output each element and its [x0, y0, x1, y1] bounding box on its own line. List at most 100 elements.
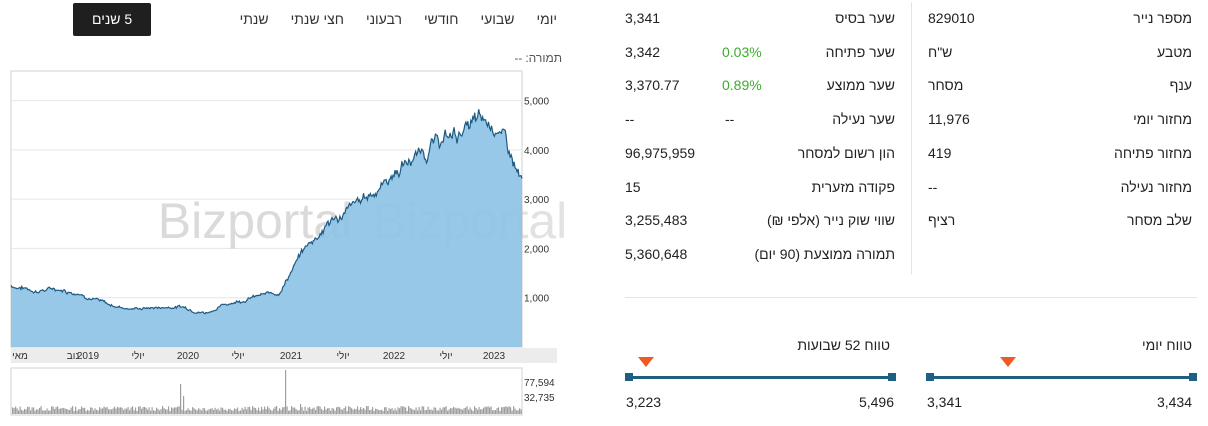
- volume-bar: [453, 406, 455, 414]
- volume-bar: [519, 408, 521, 414]
- week52-range-track: [628, 376, 892, 379]
- volume-bar: [196, 410, 198, 414]
- volume-bar: [79, 409, 81, 414]
- info-label: מחזור פתיחה: [1113, 144, 1192, 161]
- volume-bar: [253, 407, 255, 414]
- volume-bar: [190, 410, 192, 414]
- volume-bar: [468, 409, 470, 414]
- volume-bar: [315, 410, 317, 414]
- info-label: מחזור נעילה: [1120, 178, 1192, 195]
- daily-range-marker: [1000, 357, 1017, 367]
- volume-bar: [94, 408, 96, 414]
- volume-bar: [120, 407, 122, 414]
- volume-bar: [511, 410, 513, 414]
- volume-bar: [361, 409, 363, 414]
- volume-bar: [516, 410, 518, 414]
- tab-half-year[interactable]: חצי שנתי: [290, 11, 344, 27]
- volume-bar: [430, 409, 432, 414]
- volume-bar: [322, 410, 324, 414]
- volume-bar: [148, 407, 150, 414]
- volume-bar: [276, 406, 278, 414]
- volume-bar: [24, 408, 26, 414]
- volume-bar: [436, 410, 438, 414]
- volume-bar: [297, 410, 299, 414]
- volume-bar: [358, 409, 360, 414]
- volume-bar: [202, 407, 204, 414]
- tab-5-years[interactable]: 5 שנים: [73, 3, 152, 36]
- volume-bar: [373, 410, 375, 414]
- info-value: --: [928, 178, 938, 195]
- daily-range-track: [929, 376, 1193, 379]
- x-tick-label: יולי: [336, 350, 349, 362]
- tab-monthly[interactable]: חודשי: [423, 11, 459, 27]
- volume-bar: [141, 408, 143, 414]
- volume-bar: [72, 406, 74, 414]
- x-tick-label: 2019: [77, 351, 100, 362]
- tab-daily[interactable]: יומי: [536, 11, 557, 27]
- volume-bar: [387, 410, 389, 414]
- volume-bar: [415, 407, 417, 414]
- volume-bar: [78, 409, 80, 414]
- volume-bar: [99, 407, 101, 414]
- volume-frame: [10, 367, 523, 416]
- volume-bar: [367, 406, 369, 414]
- volume-bar: [13, 408, 15, 414]
- volume-bar: [39, 407, 41, 414]
- volume-bar: [466, 406, 468, 414]
- volume-bar: [364, 409, 366, 414]
- volume-bar: [391, 408, 393, 414]
- volume-bar: [420, 410, 422, 414]
- volume-bar: [337, 406, 339, 414]
- volume-bar: [333, 408, 335, 414]
- volume-bar: [300, 404, 302, 414]
- volume-bar: [432, 410, 434, 414]
- volume-bar: [91, 407, 93, 414]
- volume-bar: [381, 409, 383, 414]
- volume-bar: [502, 407, 504, 414]
- volume-bar: [249, 406, 251, 414]
- volume-bar: [399, 408, 401, 414]
- volume-bar: [235, 409, 237, 414]
- volume-bar: [183, 396, 185, 414]
- volume-bar: [501, 407, 503, 414]
- volume-bar: [244, 406, 246, 414]
- volume-bar: [37, 409, 39, 414]
- volume-bar: [366, 406, 368, 414]
- volume-bar: [34, 410, 36, 414]
- volume-bar: [444, 407, 446, 414]
- price-value: 3,341: [625, 10, 661, 26]
- volume-bar: [328, 408, 330, 414]
- volume-bar: [340, 409, 342, 414]
- volume-bar: [51, 406, 53, 414]
- volume-bar: [117, 406, 119, 414]
- volume-bar: [330, 410, 332, 414]
- volume-bar: [363, 407, 365, 414]
- info-label: שלב מסחר: [1127, 212, 1192, 229]
- price-chart[interactable]: Bizportal Bizportal 5,0004,0003,0002,000…: [0, 68, 572, 426]
- tab-quarterly[interactable]: רבעוני: [365, 11, 402, 27]
- info-value: מסחר: [928, 77, 964, 94]
- volume-bar: [136, 410, 138, 414]
- info-value: 419: [928, 144, 952, 161]
- volume-bar: [496, 408, 498, 414]
- volume-bar: [423, 406, 425, 414]
- volume-bar: [180, 384, 182, 414]
- volume-bar: [162, 406, 164, 414]
- x-tick-label: יולי: [131, 350, 144, 362]
- volume-bar: [105, 407, 107, 414]
- volume-bar: [43, 410, 45, 414]
- volume-bar: [324, 406, 326, 414]
- volume-bar: [303, 410, 305, 414]
- tab-weekly[interactable]: שבועי: [480, 11, 515, 27]
- volume-bar: [282, 407, 284, 414]
- volume-bar: [360, 407, 362, 414]
- volume-bar: [90, 407, 92, 414]
- y-tick-label: 3,000: [524, 195, 549, 206]
- volume-bar: [441, 409, 443, 414]
- volume-bar: [345, 406, 347, 414]
- volume-bar: [177, 406, 179, 414]
- volume-bar: [477, 409, 479, 414]
- volume-bar: [349, 406, 351, 414]
- volume-bar: [484, 406, 486, 414]
- tab-yearly[interactable]: שנתי: [239, 11, 269, 27]
